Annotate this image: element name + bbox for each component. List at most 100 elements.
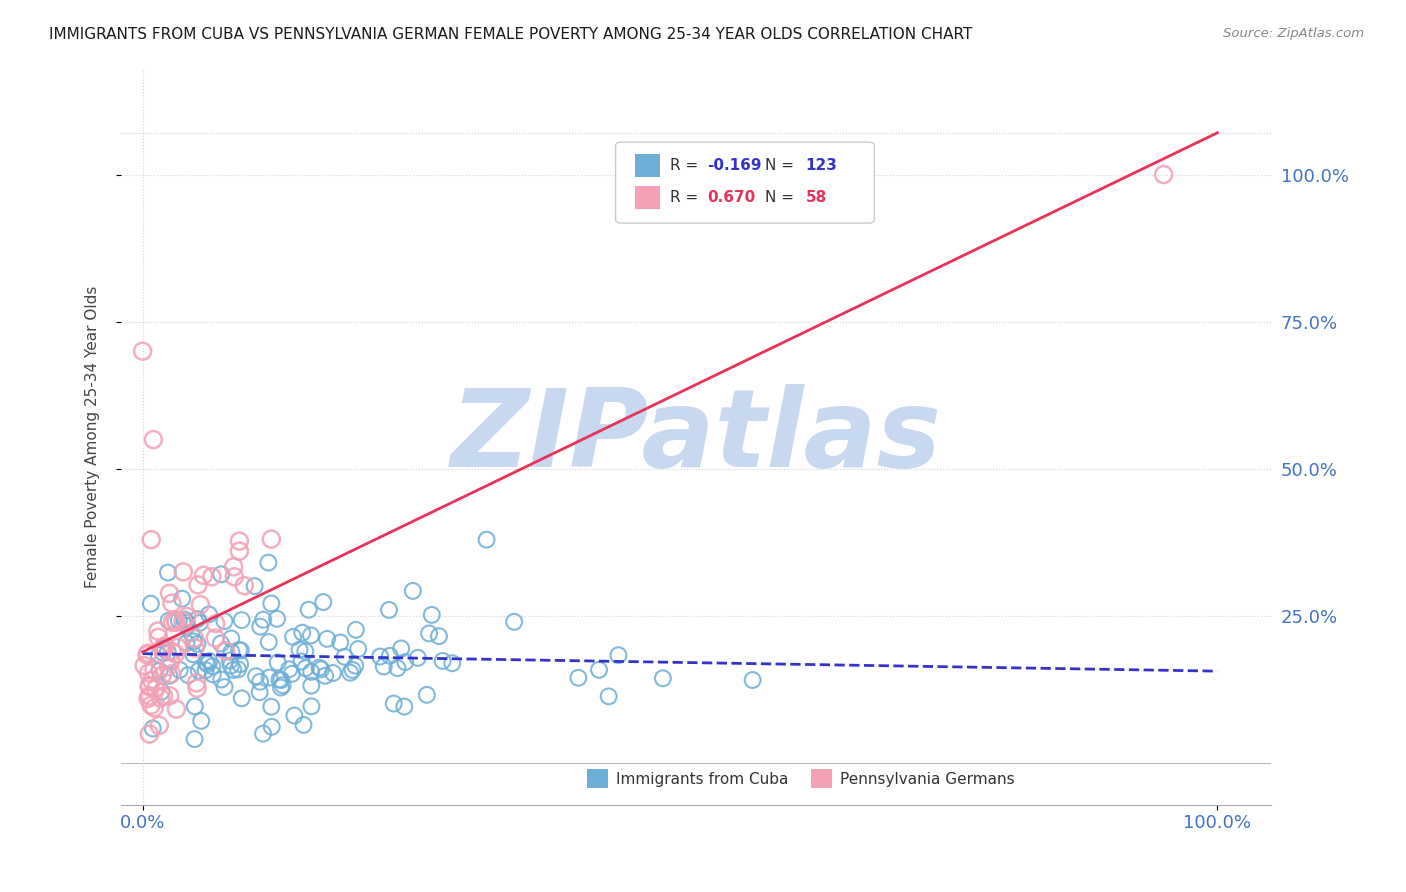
Point xyxy=(198,654,221,668)
Point xyxy=(378,648,401,663)
Text: ZIPatlas: ZIPatlas xyxy=(450,384,942,490)
Point xyxy=(219,632,242,646)
Point xyxy=(148,664,170,678)
Point xyxy=(322,665,344,680)
Point xyxy=(172,565,194,579)
Point xyxy=(160,596,183,610)
Point xyxy=(347,642,370,657)
Point xyxy=(187,612,209,626)
Point xyxy=(194,656,217,670)
Point xyxy=(177,668,200,682)
Point xyxy=(136,646,159,660)
Point xyxy=(157,669,180,683)
Point xyxy=(209,567,232,582)
Point xyxy=(152,640,174,654)
Point xyxy=(136,691,159,706)
Point xyxy=(1153,168,1175,182)
Point xyxy=(260,532,283,546)
FancyBboxPatch shape xyxy=(636,154,661,178)
Point xyxy=(299,628,322,642)
Point xyxy=(269,673,291,687)
Point xyxy=(209,636,232,650)
Point xyxy=(266,656,288,670)
Point xyxy=(187,664,209,678)
Point xyxy=(588,663,610,677)
Point xyxy=(288,642,311,657)
Point xyxy=(201,570,224,584)
Point xyxy=(183,632,205,646)
Point xyxy=(165,647,187,661)
Point xyxy=(406,651,429,665)
Point xyxy=(181,647,204,661)
Point xyxy=(329,635,352,649)
Point xyxy=(312,595,335,609)
Point xyxy=(201,667,224,681)
Point xyxy=(249,685,271,699)
Point xyxy=(402,583,425,598)
Point xyxy=(134,658,156,673)
Point xyxy=(270,681,292,695)
Text: IMMIGRANTS FROM CUBA VS PENNSYLVANIA GERMAN FEMALE POVERTY AMONG 25-34 YEAR OLDS: IMMIGRANTS FROM CUBA VS PENNSYLVANIA GER… xyxy=(49,27,973,42)
Point xyxy=(299,679,322,693)
Text: 0.670: 0.670 xyxy=(707,190,756,205)
Point xyxy=(186,676,208,690)
Point xyxy=(160,615,183,630)
Point xyxy=(231,691,253,706)
Point xyxy=(163,613,186,627)
Point xyxy=(184,640,207,655)
Point xyxy=(176,615,198,630)
Point xyxy=(290,655,312,669)
Point xyxy=(138,680,160,694)
Point xyxy=(148,631,170,645)
Point xyxy=(243,579,266,593)
Point xyxy=(260,720,283,734)
Point xyxy=(309,662,332,676)
Point xyxy=(260,699,283,714)
Point xyxy=(136,648,159,662)
Point xyxy=(176,609,198,624)
Point xyxy=(314,669,336,683)
Point xyxy=(201,659,224,673)
Point xyxy=(150,668,173,682)
Text: Pennsylvania Germans: Pennsylvania Germans xyxy=(839,772,1015,787)
Point xyxy=(271,678,294,692)
Point xyxy=(197,657,219,672)
Point xyxy=(165,615,187,630)
Point xyxy=(333,649,356,664)
Text: Immigrants from Cuba: Immigrants from Cuba xyxy=(616,772,787,787)
Point xyxy=(143,701,166,715)
Point xyxy=(475,533,498,547)
Point xyxy=(150,684,173,698)
Point xyxy=(193,568,215,582)
Point xyxy=(194,663,217,677)
Point xyxy=(299,665,322,679)
Point xyxy=(260,597,283,611)
Point xyxy=(249,620,271,634)
Point xyxy=(160,654,183,668)
Point xyxy=(344,658,367,673)
Point xyxy=(226,662,249,676)
Point xyxy=(146,624,169,638)
Point xyxy=(160,644,183,658)
Point xyxy=(270,673,292,687)
Point xyxy=(156,566,179,580)
Point xyxy=(165,702,187,716)
Text: 123: 123 xyxy=(806,158,837,173)
Point xyxy=(389,641,412,656)
Point xyxy=(298,603,321,617)
Point xyxy=(157,614,180,628)
Point xyxy=(186,637,208,651)
Point xyxy=(387,661,409,675)
Point xyxy=(229,643,252,657)
Point xyxy=(219,658,242,673)
Point xyxy=(145,681,167,696)
Point xyxy=(378,603,401,617)
Point xyxy=(607,648,630,663)
Point xyxy=(152,689,174,703)
Point xyxy=(148,718,170,732)
Point xyxy=(228,643,250,657)
Point xyxy=(233,579,256,593)
Point xyxy=(228,544,250,558)
Point xyxy=(368,649,391,664)
Point xyxy=(339,665,361,680)
